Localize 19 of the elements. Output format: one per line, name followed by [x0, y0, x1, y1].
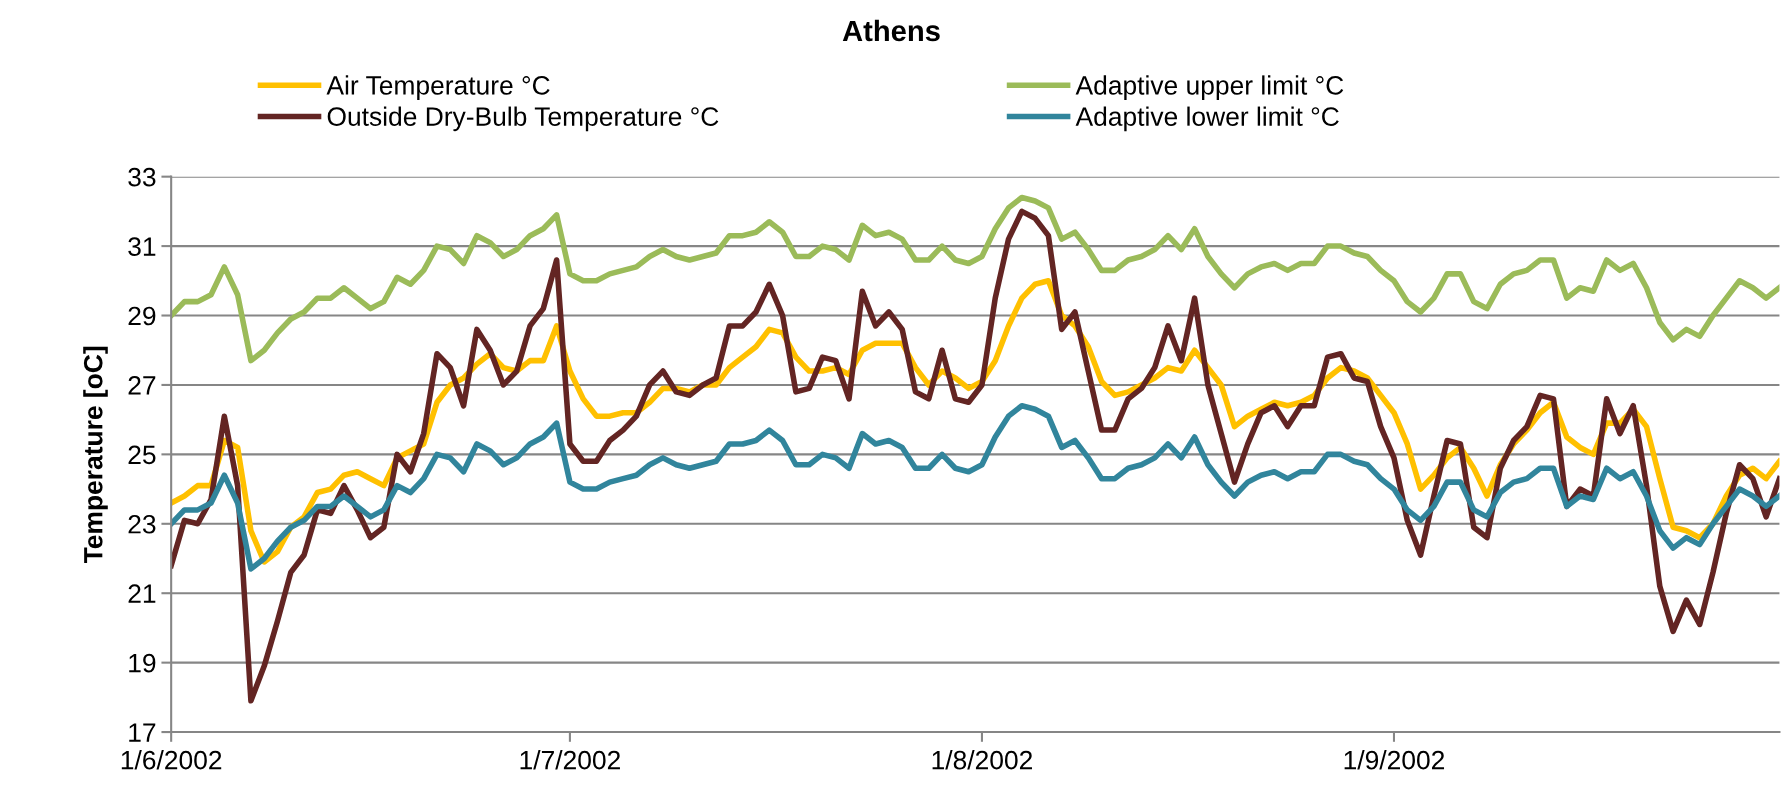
- y-tick-label: 29: [128, 306, 156, 326]
- x-tick-label: 1/6/2002: [121, 750, 222, 770]
- y-tick-label: 23: [128, 514, 156, 534]
- y-axis-title: Temperature [oC]: [83, 346, 108, 564]
- legend-label: Adaptive upper limit °C: [1075, 75, 1344, 100]
- x-tick-label: 1/9/2002: [1344, 750, 1445, 770]
- y-tick-label: 27: [128, 376, 156, 395]
- x-tick-label: 1/8/2002: [932, 750, 1032, 770]
- legend-label: Adaptive lower limit °C: [1075, 106, 1339, 132]
- y-tick-label: 19: [129, 653, 156, 673]
- x-tick-label: 1/7/2002: [520, 750, 620, 770]
- y-tick-label: 31: [128, 237, 156, 256]
- chart-title: Athens: [842, 19, 940, 42]
- legend-label: Outside Dry-Bulb Temperature °C: [327, 106, 719, 132]
- legend-label: Air Temperature °C: [326, 75, 550, 100]
- y-tick-label: 33: [128, 167, 156, 187]
- y-tick-label: 25: [128, 445, 156, 465]
- y-tick-label: 21: [128, 584, 156, 603]
- y-tick-label: 17: [129, 723, 156, 742]
